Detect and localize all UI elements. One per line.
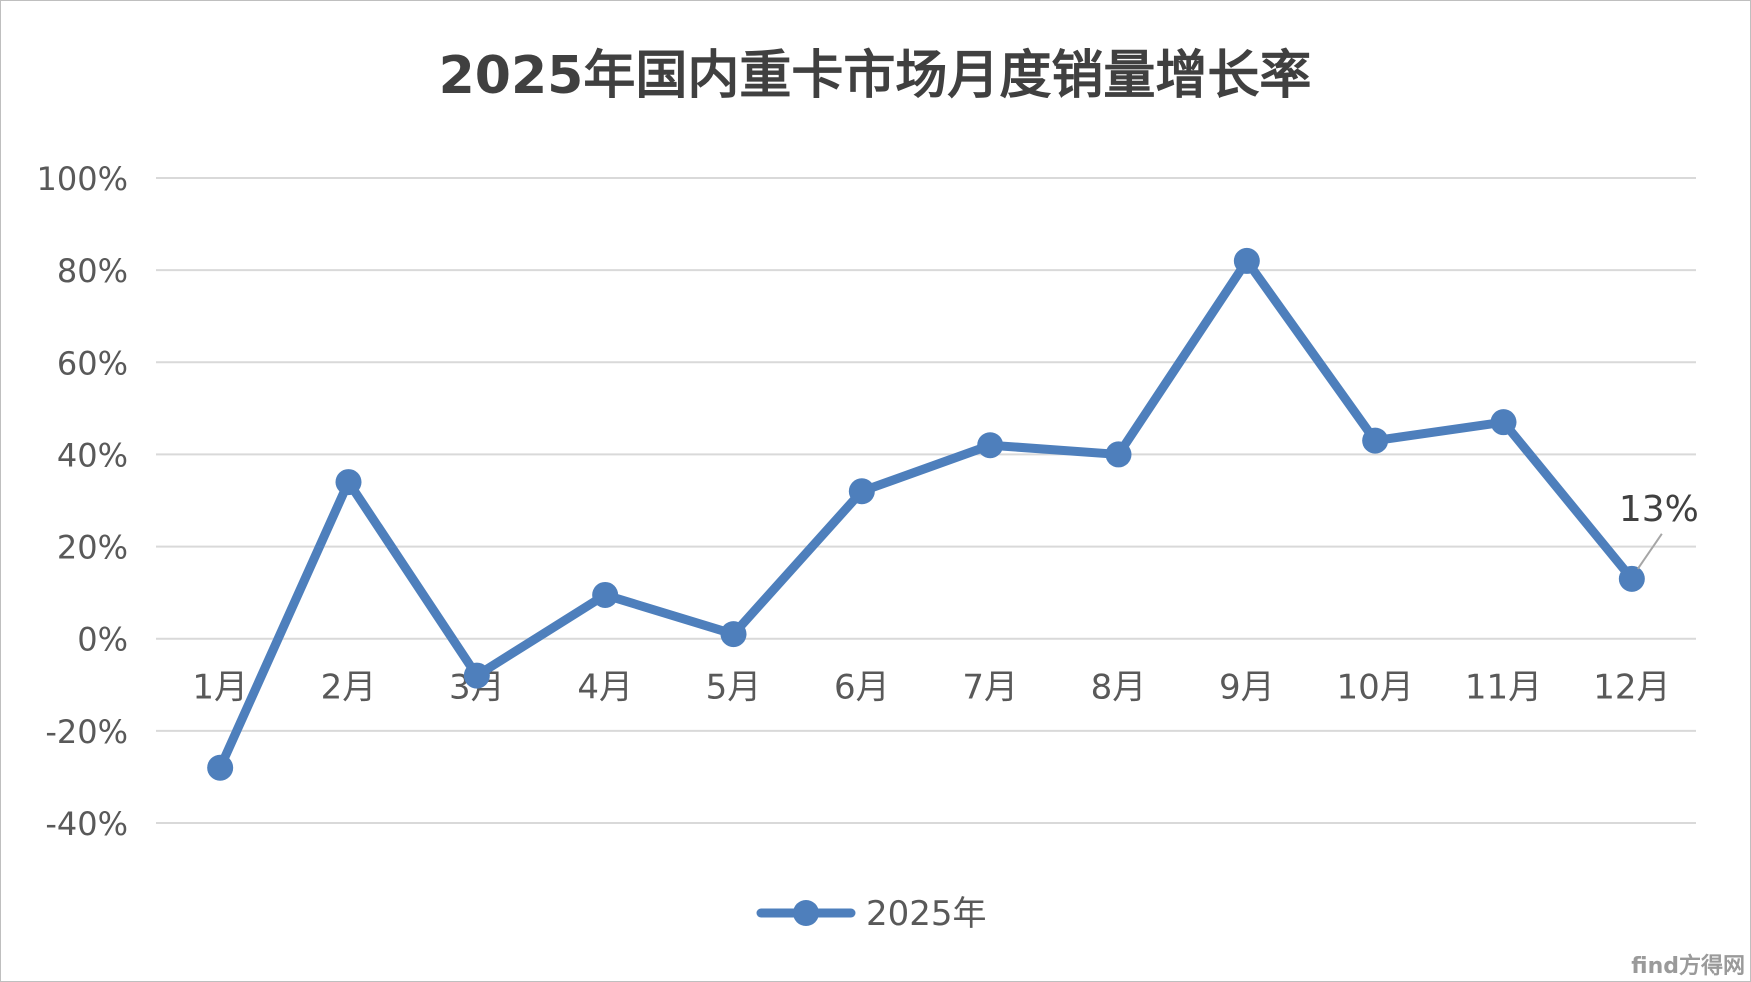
chart-title: 2025年国内重卡市场月度销量增长率 bbox=[439, 46, 1312, 106]
x-tick-label: 11月 bbox=[1465, 668, 1542, 708]
data-point[interactable] bbox=[1362, 427, 1389, 454]
data-point[interactable] bbox=[463, 662, 490, 689]
x-tick-label: 4月 bbox=[577, 668, 633, 708]
data-point[interactable] bbox=[720, 621, 747, 648]
x-tick-label: 12月 bbox=[1593, 668, 1670, 708]
y-tick-label: 60% bbox=[57, 344, 128, 382]
legend-label[interactable]: 2025年 bbox=[866, 894, 987, 934]
data-label: 13% bbox=[1619, 489, 1699, 530]
legend-marker-swatch bbox=[793, 900, 819, 926]
y-axis-tick-labels: 100% 80% 60% 40% 20% 0% -20% -40% bbox=[37, 160, 128, 843]
data-point[interactable] bbox=[977, 432, 1004, 459]
y-tick-label: 20% bbox=[57, 529, 128, 567]
y-tick-label: -20% bbox=[45, 713, 128, 751]
series-line bbox=[215, 256, 1637, 773]
y-tick-label: 80% bbox=[57, 252, 128, 290]
y-tick-label: 100% bbox=[37, 160, 128, 198]
y-tick-label: -40% bbox=[45, 805, 128, 843]
data-point[interactable] bbox=[1233, 247, 1260, 274]
x-tick-label: 10月 bbox=[1337, 668, 1414, 708]
data-point[interactable] bbox=[207, 754, 234, 781]
data-point[interactable] bbox=[335, 469, 362, 496]
data-label-leader bbox=[1637, 533, 1663, 570]
grid-lines bbox=[156, 177, 1696, 824]
y-tick-label: 0% bbox=[77, 621, 128, 659]
data-point[interactable] bbox=[592, 581, 619, 608]
data-point[interactable] bbox=[848, 478, 875, 505]
annotations: 13% bbox=[1619, 489, 1699, 570]
y-tick-label: 40% bbox=[57, 436, 128, 474]
x-tick-label: 5月 bbox=[706, 668, 762, 708]
x-tick-label: 9月 bbox=[1219, 668, 1275, 708]
x-axis-tick-labels: 1月2月3月4月5月6月7月8月9月10月11月12月 bbox=[192, 668, 1670, 708]
x-tick-label: 2月 bbox=[321, 668, 377, 708]
data-point[interactable] bbox=[1490, 409, 1517, 436]
watermark-text: find方得网 bbox=[1631, 953, 1745, 979]
x-tick-label: 1月 bbox=[192, 668, 248, 708]
data-point[interactable] bbox=[1618, 565, 1645, 592]
legend[interactable]: 2025年 bbox=[756, 894, 987, 934]
x-tick-label: 7月 bbox=[962, 668, 1018, 708]
x-tick-label: 6月 bbox=[834, 668, 890, 708]
data-point[interactable] bbox=[1105, 441, 1132, 468]
series-layer bbox=[207, 247, 1645, 781]
x-tick-label: 8月 bbox=[1091, 668, 1147, 708]
